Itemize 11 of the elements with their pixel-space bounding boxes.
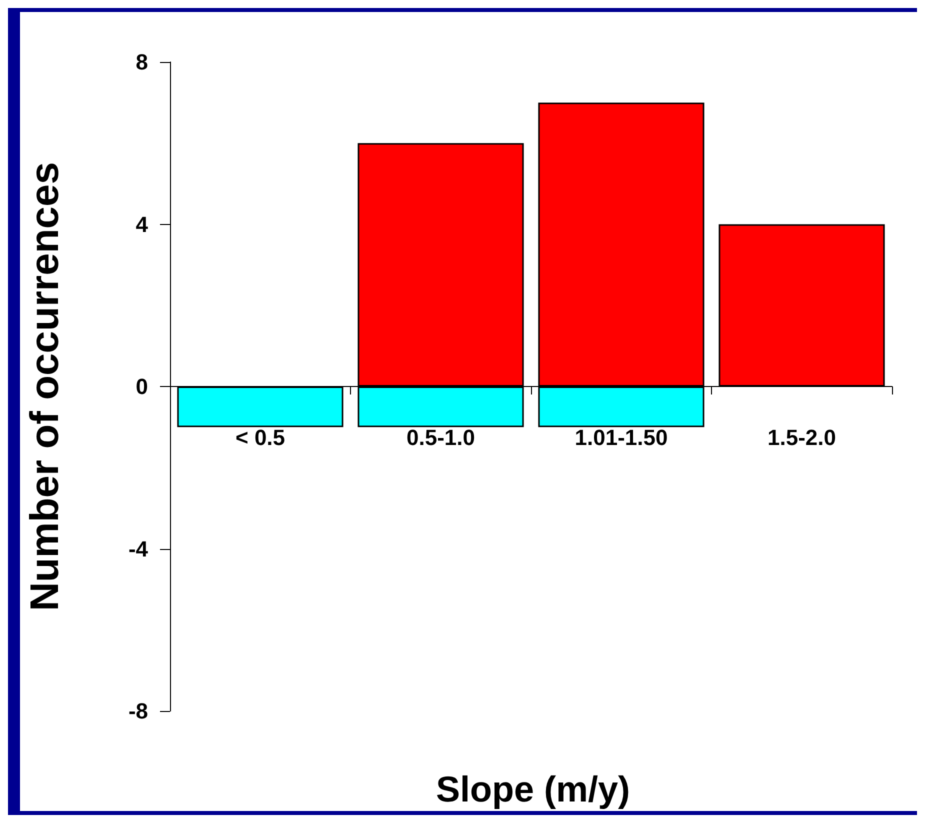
x-tick-label: 0.5-1.0 — [406, 425, 475, 450]
y-tick-label: -8 — [128, 698, 148, 724]
x-tick-label: 1.01-1.50 — [574, 425, 668, 450]
y-tick-label: 4 — [136, 212, 149, 237]
y-tick-label: 8 — [136, 50, 148, 74]
x-tick-label: < 0.5 — [235, 425, 286, 450]
y-tick-label: 0 — [136, 374, 148, 399]
x-tick-label: 1.5-2.0 — [768, 425, 836, 450]
y-axis-title: Number of occurrences — [23, 162, 67, 612]
x-axis-title: Slope (m/y) — [436, 768, 630, 810]
y-tick-label: -4 — [128, 536, 149, 562]
